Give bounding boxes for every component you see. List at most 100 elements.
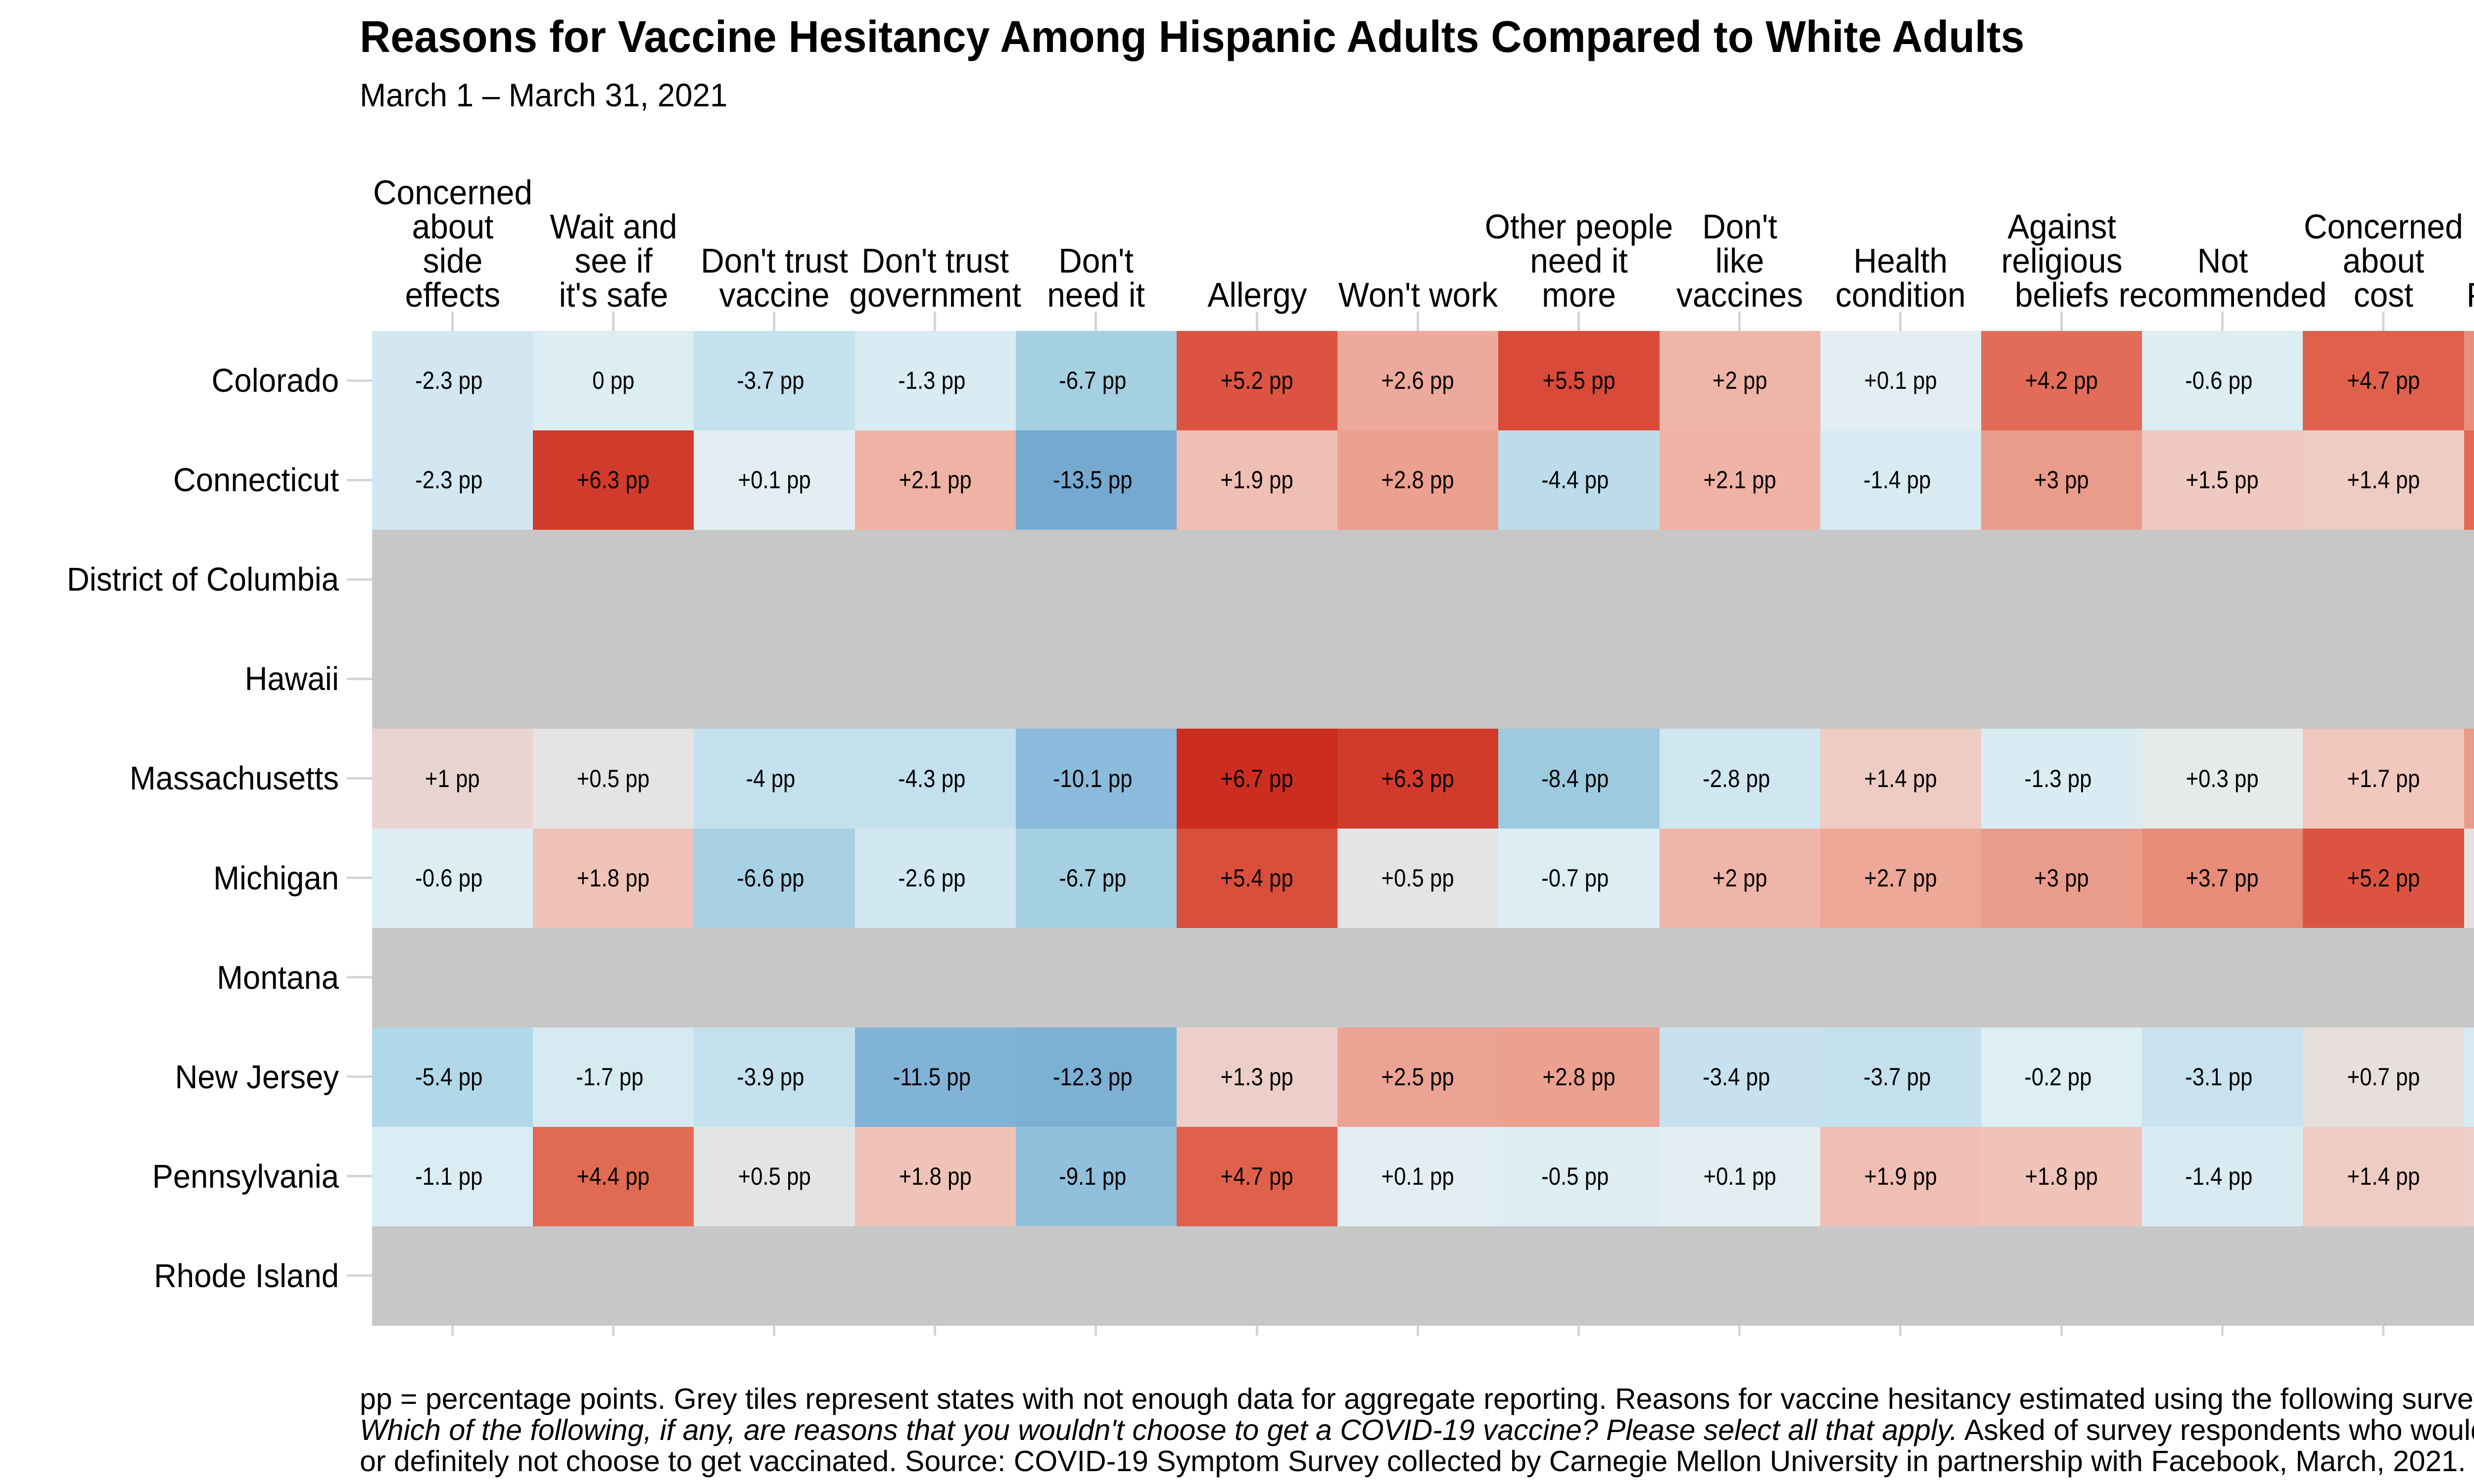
axis-tick-bottom [1738, 1326, 1741, 1336]
heatmap-cell [1981, 430, 2142, 530]
axis-tick-top [2382, 312, 2384, 331]
heatmap-cell-value: +6.3 pp [576, 466, 650, 494]
column-header-line: Other people [1484, 207, 1673, 246]
column-header-line: cost [2353, 276, 2414, 314]
column-header-line: Don't trust [701, 241, 848, 280]
heatmap-cell-value: +1.4 pp [1864, 765, 1938, 792]
heatmap-row-na-district-of-columbia [372, 530, 2474, 629]
heatmap-cell [1337, 1027, 1498, 1127]
heatmap-cell [1498, 829, 1660, 928]
column-header-line: Don't [1058, 241, 1134, 280]
heatmap-cell-value: +1.4 pp [2347, 1162, 2420, 1190]
axis-tick-left [347, 379, 372, 382]
heatmap-cell [533, 729, 694, 829]
heatmap-cell-value: +1.7 pp [2347, 765, 2420, 792]
column-header-line: vaccine [719, 276, 830, 314]
heatmap-cell [2464, 1127, 2474, 1226]
heatmap-cell-value: -1.4 pp [1863, 466, 1931, 494]
heatmap-cell [1016, 430, 1177, 530]
footnote-italic-segment: Which of the following, if any, are reas… [360, 1414, 1958, 1446]
heatmap-cell-value: -2.3 pp [415, 367, 483, 394]
heatmap-cell [694, 430, 855, 530]
axis-tick-top [451, 312, 454, 331]
heatmap-cell [2142, 1127, 2303, 1226]
axis-tick-left [347, 678, 372, 680]
heatmap-cell-value: -1.7 pp [2464, 1027, 2474, 1127]
axis-tick-bottom [612, 1326, 615, 1336]
row-label-connecticut: Connecticut [173, 462, 339, 499]
heatmap-cell [2464, 1027, 2474, 1127]
heatmap-cell-value: +2.7 pp [1864, 864, 1938, 892]
axis-tick-top [2221, 312, 2224, 331]
heatmap-cell [533, 1127, 694, 1226]
axis-tick-left [347, 1274, 372, 1277]
heatmap-cell-value: +1.8 pp [899, 1162, 972, 1190]
heatmap-cell-value: +6.3 pp [1381, 765, 1455, 792]
heatmap-row-na-rhode-island [372, 1226, 2474, 1326]
column-header-line: see if [574, 241, 653, 280]
row-label-hawaii: Hawaii [244, 660, 339, 697]
heatmap-cell [2303, 829, 2464, 928]
axis-tick-left [347, 877, 372, 879]
column-header-line: Health [1854, 241, 1948, 280]
heatmap-cell [1337, 1127, 1498, 1226]
axis-tick-top [1738, 312, 1741, 331]
column-header-line: need it [1047, 276, 1145, 314]
column-header-line: Don't [1702, 207, 1777, 246]
heatmap-cell [1498, 729, 1660, 829]
column-header-concerned-about-cost: Concerned about cost [2233, 209, 2474, 314]
heatmap-cell [372, 430, 533, 530]
heatmap-cell-value: +5.5 pp [1542, 367, 1616, 394]
heatmap-cell-value: -3.7 pp [737, 367, 805, 394]
column-header-line: it's safe [559, 276, 668, 314]
heatmap-cell-value: -4.4 pp [1541, 466, 1609, 494]
chart-title: Reasons for Vaccine Hesitancy Among Hisp… [360, 12, 2025, 62]
heatmap-cell [1660, 1027, 1820, 1127]
heatmap-cell [1820, 1127, 1981, 1226]
column-header-line: Concerned [373, 173, 532, 212]
axis-tick-top [773, 312, 775, 331]
heatmap-cell [2303, 729, 2464, 829]
axis-tick-left [347, 1075, 372, 1078]
axis-tick-left [347, 479, 372, 481]
heatmap-cell [1177, 829, 1337, 928]
heatmap-cell-value: +0.1 pp [738, 466, 811, 494]
axis-tick-top [1417, 312, 1419, 331]
axis-tick-bottom [773, 1326, 775, 1336]
heatmap-cell [2303, 1027, 2464, 1127]
heatmap-cell [1981, 1127, 2142, 1226]
column-header-line: government [849, 276, 1021, 314]
heatmap-cell-value: -3.4 pp [1703, 1063, 1770, 1091]
heatmap-cell-value: -2.6 pp [898, 864, 966, 892]
heatmap-cell-value: +0.5 pp [738, 1162, 811, 1190]
heatmap-cell [855, 829, 1016, 928]
heatmap-cell [1660, 430, 1820, 530]
heatmap-cell [372, 1127, 533, 1226]
axis-tick-bottom [2221, 1326, 2224, 1336]
heatmap-cell [372, 331, 533, 430]
heatmap-cell [533, 430, 694, 530]
heatmap-cell [1016, 1127, 1177, 1226]
heatmap-cell-value: -6.6 pp [737, 864, 805, 892]
axis-tick-left [347, 777, 372, 780]
heatmap-cell [1981, 1027, 2142, 1127]
heatmap-cell-value: -0.5 pp [1541, 1162, 1609, 1190]
column-header-against-religious-beliefs: Against religious beliefs [1910, 209, 2213, 312]
heatmap-cell-value: -0.2 pp [2024, 1063, 2092, 1091]
heatmap-cell-value: +4.4 pp [2464, 430, 2474, 530]
heatmap-cell [1498, 430, 1660, 530]
heatmap-cell [1820, 1027, 1981, 1127]
heatmap-cell [2142, 829, 2303, 928]
heatmap-cell-value: +2 pp [1713, 864, 1767, 892]
footnote-text-segment: pp = percentage points. Grey tiles repre… [360, 1383, 2474, 1415]
heatmap-cell-value: +1.9 pp [1220, 466, 1294, 494]
heatmap-cell-value: -11.5 pp [893, 1063, 971, 1091]
heatmap-cell [1177, 430, 1337, 530]
column-header-line: Allergy [1207, 276, 1307, 314]
axis-tick-bottom [451, 1326, 454, 1336]
axis-tick-bottom [1094, 1326, 1097, 1336]
heatmap-cell-value: -0.6 pp [2185, 367, 2253, 394]
column-header-line: side [423, 241, 482, 280]
heatmap-cell [1660, 829, 1820, 928]
